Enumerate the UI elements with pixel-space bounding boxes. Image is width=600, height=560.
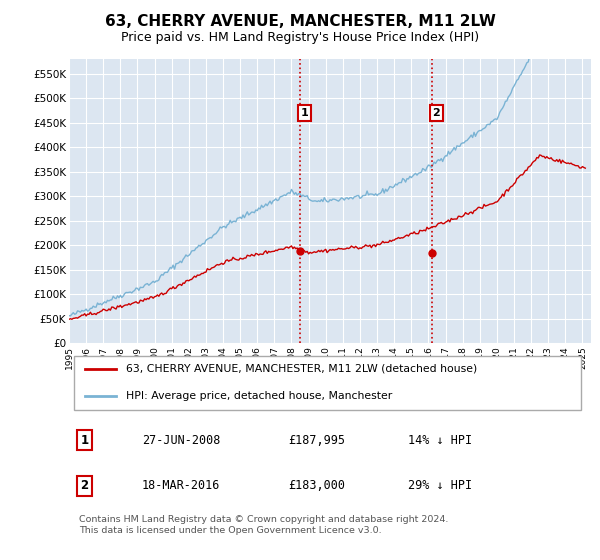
Text: 29% ↓ HPI: 29% ↓ HPI bbox=[409, 479, 472, 492]
Text: £183,000: £183,000 bbox=[288, 479, 345, 492]
Text: Contains HM Land Registry data © Crown copyright and database right 2024.
This d: Contains HM Land Registry data © Crown c… bbox=[79, 515, 449, 535]
Text: 2: 2 bbox=[80, 479, 89, 492]
Text: 27-JUN-2008: 27-JUN-2008 bbox=[142, 433, 220, 446]
Text: 18-MAR-2016: 18-MAR-2016 bbox=[142, 479, 220, 492]
Text: 2: 2 bbox=[433, 108, 440, 118]
Text: 1: 1 bbox=[300, 108, 308, 118]
Text: Price paid vs. HM Land Registry's House Price Index (HPI): Price paid vs. HM Land Registry's House … bbox=[121, 31, 479, 44]
FancyBboxPatch shape bbox=[74, 356, 581, 410]
Text: 63, CHERRY AVENUE, MANCHESTER, M11 2LW (detached house): 63, CHERRY AVENUE, MANCHESTER, M11 2LW (… bbox=[127, 364, 478, 374]
Text: HPI: Average price, detached house, Manchester: HPI: Average price, detached house, Manc… bbox=[127, 391, 392, 402]
Text: 63, CHERRY AVENUE, MANCHESTER, M11 2LW: 63, CHERRY AVENUE, MANCHESTER, M11 2LW bbox=[104, 14, 496, 29]
Text: 14% ↓ HPI: 14% ↓ HPI bbox=[409, 433, 472, 446]
Text: £187,995: £187,995 bbox=[288, 433, 345, 446]
Text: 1: 1 bbox=[80, 433, 89, 446]
